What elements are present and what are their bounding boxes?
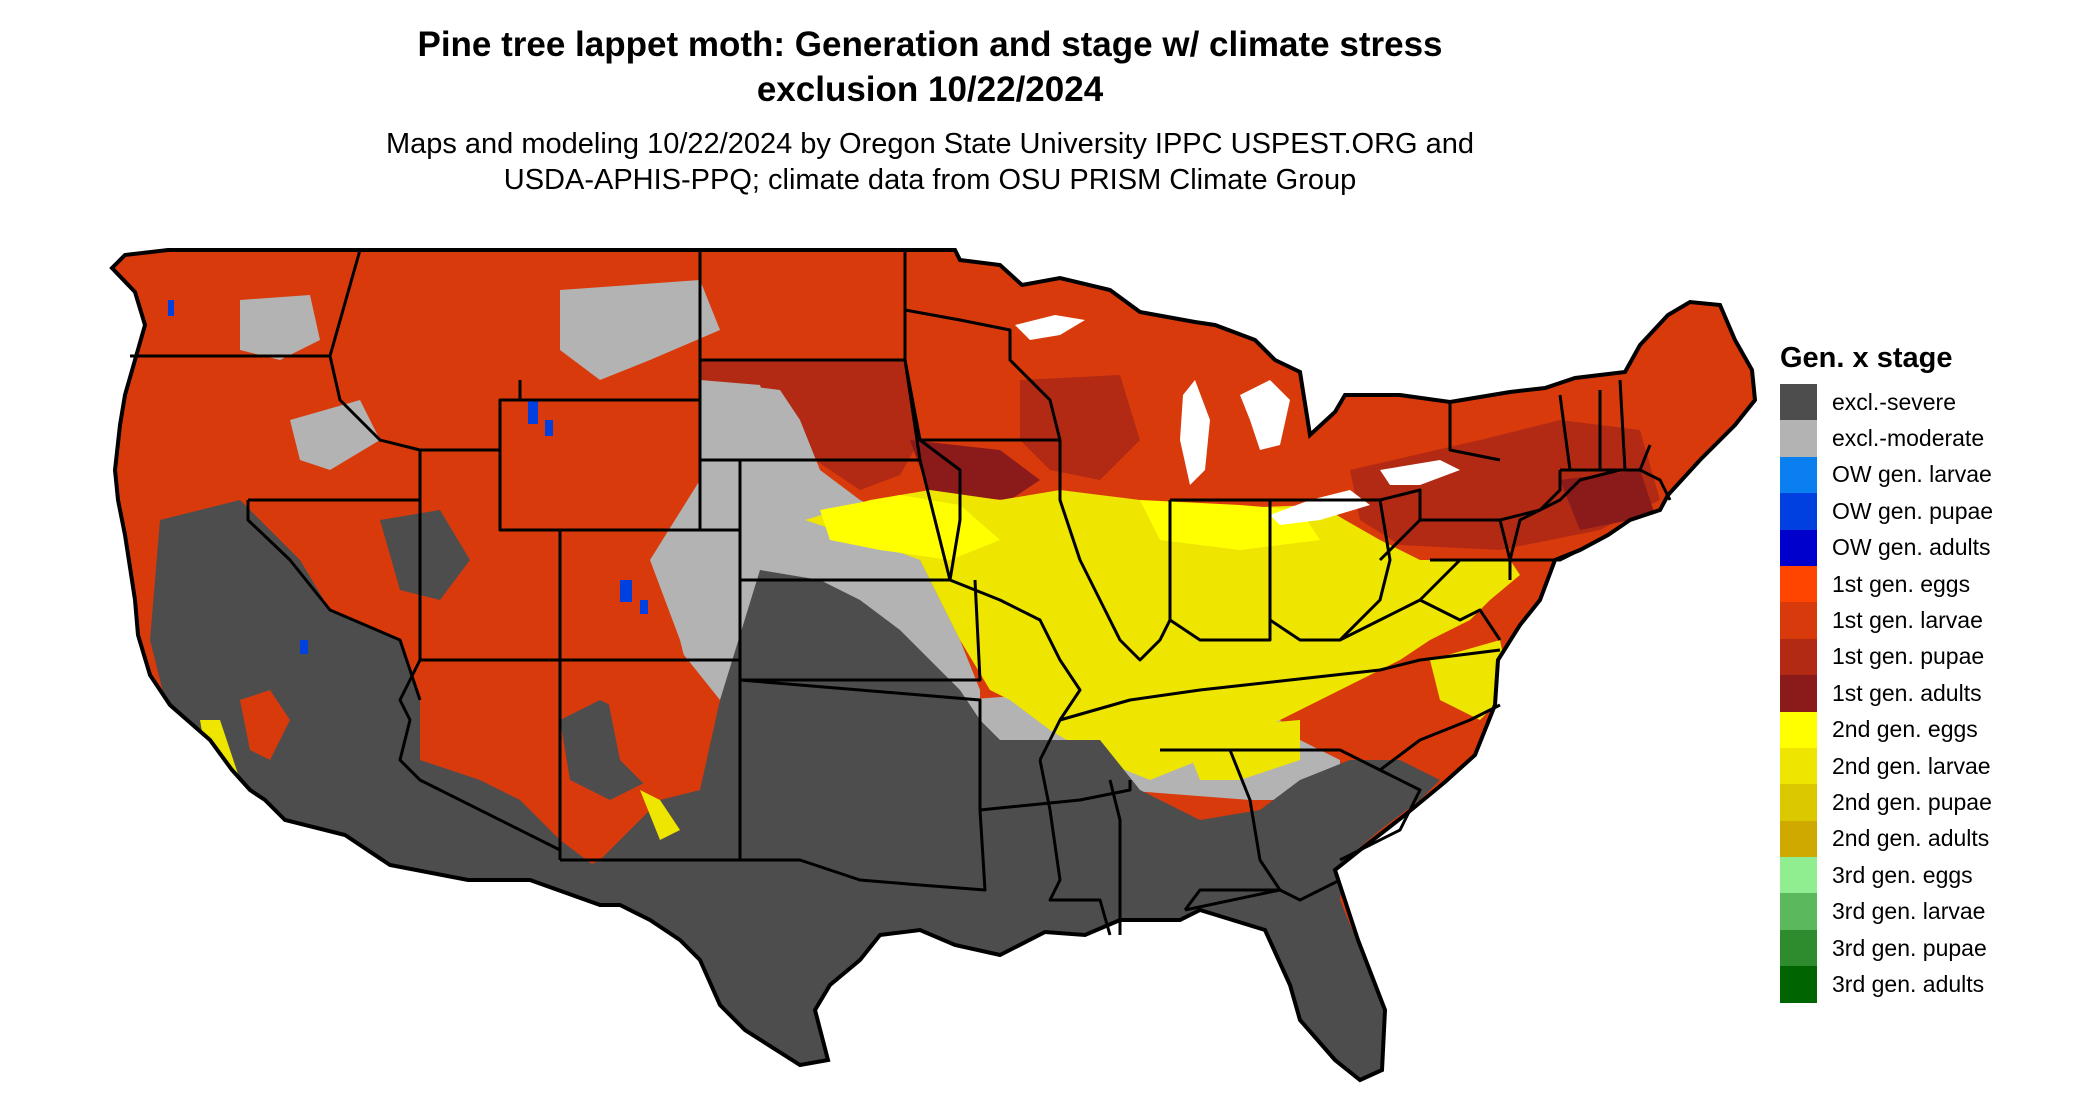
legend-items: excl.-severe excl.-moderate OW gen. larv… (1780, 384, 1993, 1003)
legend-swatch (1780, 675, 1817, 712)
legend-label: 3rd gen. larvae (1832, 898, 1986, 925)
state-borders (130, 249, 1691, 936)
legend-label: OW gen. adults (1832, 534, 1991, 561)
subtitle-line-1: Maps and modeling 10/22/2024 by Oregon S… (385, 128, 1475, 160)
legend-title: Gen. x stage (1780, 342, 1953, 374)
legend-swatch (1780, 893, 1817, 930)
legend-swatch (1780, 784, 1817, 821)
legend-label: 1st gen. larvae (1832, 607, 1983, 634)
legend-item: OW gen. pupae (1780, 493, 1994, 530)
moderate-exclusion-northwest (240, 280, 780, 470)
legend-swatch (1780, 638, 1817, 676)
legend-item: 3rd gen. pupae (1780, 929, 1993, 967)
legend-label: 2nd gen. pupae (1832, 788, 1992, 815)
second-gen-eggs-region (820, 495, 1320, 560)
legend-swatch (1780, 602, 1817, 639)
legend-item: 2nd gen. adults (1780, 820, 1993, 858)
legend-item: 2nd gen. eggs (1780, 711, 1993, 748)
first-gen-larvae-southwest (240, 650, 720, 800)
legend-label: 2nd gen. eggs (1832, 716, 1978, 743)
severe-exclusion-west (150, 500, 650, 890)
us-map (110, 248, 1757, 1082)
legend-label: excl.-moderate (1832, 425, 1985, 452)
legend-label: 3rd gen. pupae (1832, 934, 1987, 961)
legend-label: 1st gen. pupae (1832, 643, 1985, 670)
legend-swatch (1780, 529, 1817, 566)
first-gen-adults-region (910, 440, 1655, 530)
map-title: Pine tree lappet moth: Generation and st… (0, 22, 1860, 112)
legend-swatch (1780, 565, 1817, 603)
legend-item: excl.-severe (1780, 384, 1993, 421)
legend-item: excl.-moderate (1780, 420, 1993, 457)
legend-item: 1st gen. eggs (1780, 565, 1993, 603)
legend-swatch (1780, 456, 1817, 494)
legend-label: 2nd gen. adults (1832, 825, 1990, 852)
legend-item: 2nd gen. pupae (1780, 784, 1993, 821)
legend-swatch (1780, 929, 1817, 967)
legend-label: OW gen. pupae (1832, 497, 1994, 524)
legend-item: 1st gen. larvae (1780, 602, 1993, 639)
ow-gen-pupae-flecks (168, 300, 648, 654)
legend-item: 3rd gen. eggs (1780, 857, 1993, 894)
legend-label: 2nd gen. larvae (1832, 752, 1991, 779)
legend-swatch (1780, 820, 1817, 858)
legend-label: 1st gen. adults (1832, 679, 1982, 706)
map-subtitle: Maps and modeling 10/22/2024 by Oregon S… (0, 126, 1860, 198)
legend-item: 1st gen. adults (1780, 675, 1993, 712)
legend-swatch (1780, 747, 1817, 785)
title-line-1: Pine tree lappet moth: Generation and st… (417, 25, 1443, 64)
legend: Gen. x stage excl.-severe excl.-moderate… (1780, 340, 1993, 1003)
legend-label: 3rd gen. eggs (1832, 861, 1973, 888)
legend-label: excl.-severe (1832, 388, 1956, 415)
legend-swatch (1780, 420, 1817, 457)
legend-item: 3rd gen. larvae (1780, 893, 1993, 930)
legend-swatch (1780, 857, 1817, 894)
legend-item: OW gen. larvae (1780, 456, 1993, 494)
legend-item: 2nd gen. larvae (1780, 747, 1993, 785)
legend-swatch (1780, 384, 1817, 421)
legend-item: 1st gen. pupae (1780, 638, 1993, 676)
title-line-2: exclusion 10/22/2024 (756, 70, 1104, 109)
legend-label: 1st gen. eggs (1832, 570, 1971, 597)
subtitle-line-2: USDA-APHIS-PPQ; climate data from OSU PR… (503, 164, 1357, 196)
legend-item: OW gen. adults (1780, 529, 1993, 566)
legend-swatch (1780, 711, 1817, 748)
legend-item: 3rd gen. adults (1780, 966, 1993, 1003)
third-gen-larvae-coast (875, 1030, 1310, 1070)
legend-swatch (1780, 493, 1817, 530)
legend-label: OW gen. larvae (1832, 461, 1992, 488)
legend-label: 3rd gen. adults (1832, 970, 1985, 997)
legend-swatch (1780, 966, 1817, 1003)
